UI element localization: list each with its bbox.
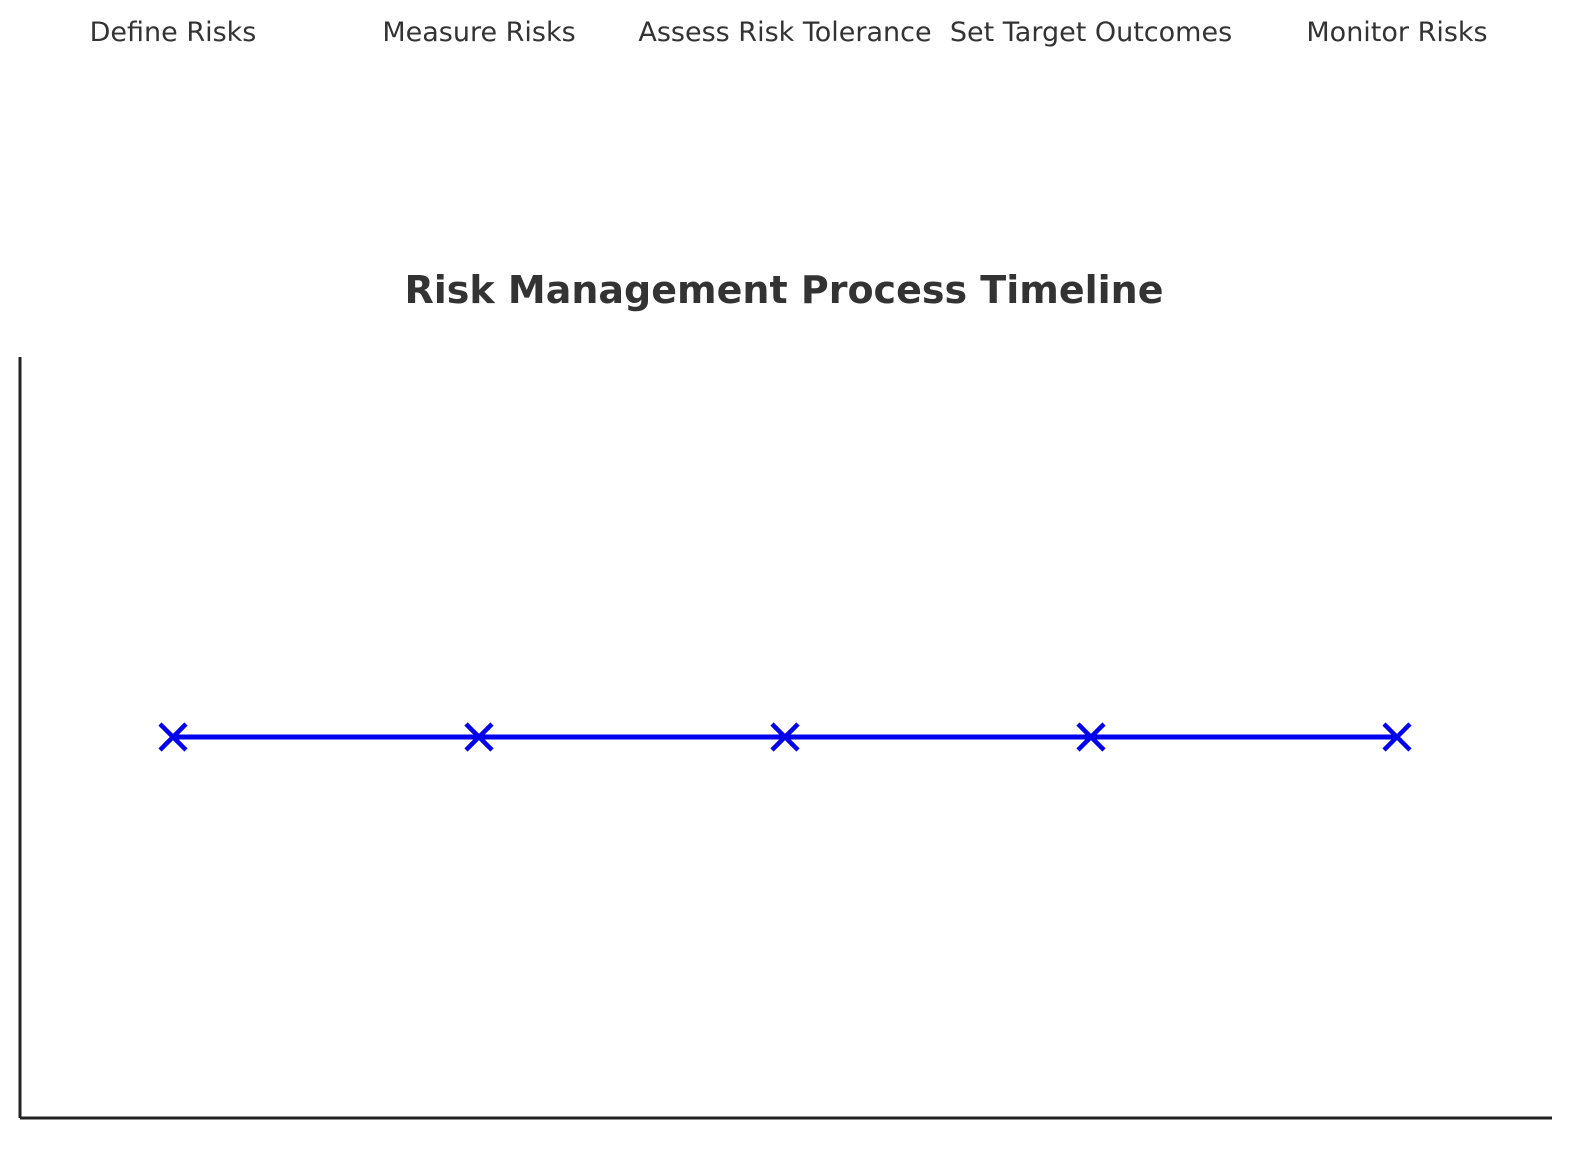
step-label: Set Target Outcomes [950, 17, 1232, 48]
timeline-series [158, 722, 1412, 752]
x-marker-icon [1382, 722, 1412, 752]
chart-title: Risk Management Process Timeline [405, 268, 1164, 312]
step-label: Define Risks [90, 17, 257, 48]
x-marker-icon [464, 722, 494, 752]
x-marker-icon [1076, 722, 1106, 752]
x-marker-icon [158, 722, 188, 752]
x-marker-icon [770, 722, 800, 752]
step-label: Monitor Risks [1306, 17, 1487, 48]
step-labels: Define Risks Measure Risks Assess Risk Tol… [90, 17, 1488, 48]
step-label: Measure Risks [382, 17, 575, 48]
step-label: Assess Risk Tolerance [638, 17, 931, 48]
